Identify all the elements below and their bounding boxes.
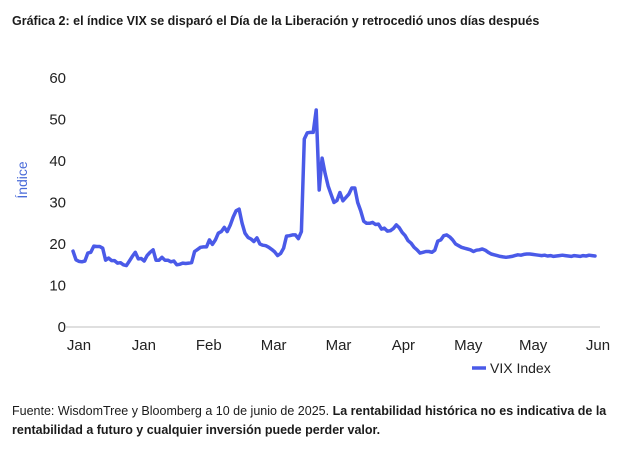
y-tick-label: 60 (49, 70, 66, 87)
x-tick-label: Jun (586, 337, 610, 354)
x-tick-label: May (454, 337, 483, 354)
y-tick-label: 30 (49, 195, 66, 212)
series-line-vix-index (71, 108, 597, 268)
x-tick-label: Jan (67, 337, 91, 354)
x-tick-label: Feb (196, 337, 222, 354)
x-tick-label: May (519, 337, 548, 354)
y-tick-label: 50 (49, 112, 66, 129)
y-tick-label: 0 (58, 319, 66, 336)
chart-title: Gráfica 2: el índice VIX se disparó el D… (12, 14, 540, 28)
y-axis-ticks: 0 10 20 30 40 50 60 (49, 70, 66, 336)
source-note: Fuente: WisdomTree y Bloomberg a 10 de j… (12, 404, 330, 418)
y-axis-label: Índice (14, 161, 30, 199)
legend-label-vix-index: VIX Index (490, 360, 551, 376)
disclaimer-note: La rentabilidad histórica no es indicati… (12, 404, 607, 437)
x-tick-label: Jan (132, 337, 156, 354)
x-tick-label: Mar (261, 337, 287, 354)
y-tick-label: 40 (49, 153, 66, 170)
y-tick-label: 10 (49, 278, 66, 295)
legend: VIX Index (472, 360, 551, 376)
x-axis-ticks: Jan Jan Feb Mar Mar Apr May May Jun (67, 337, 610, 354)
x-tick-label: Apr (392, 337, 415, 354)
footer-note: Fuente: WisdomTree y Bloomberg a 10 de j… (12, 402, 622, 440)
x-tick-label: Mar (326, 337, 352, 354)
y-tick-label: 20 (49, 236, 66, 253)
